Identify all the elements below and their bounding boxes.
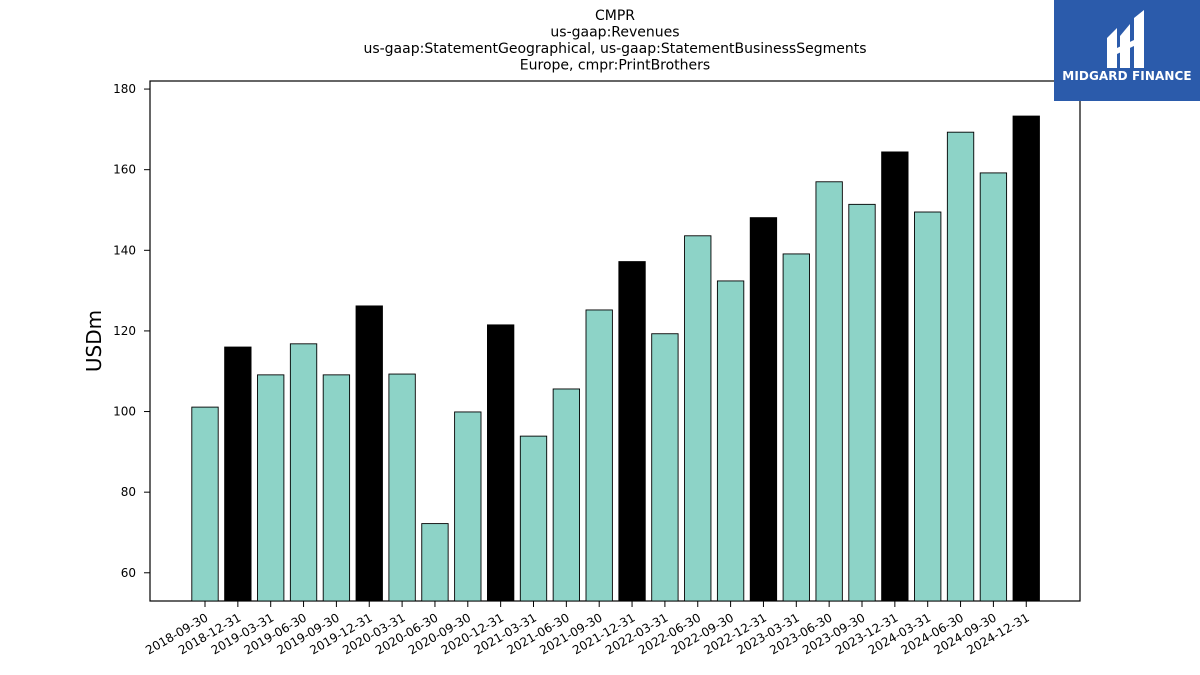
bar xyxy=(519,435,548,602)
chart-title-line: us-gaap:StatementGeographical, us-gaap:S… xyxy=(363,41,866,57)
y-tick-label: 100 xyxy=(113,405,136,419)
bar xyxy=(946,131,975,602)
bar xyxy=(552,388,581,602)
bar xyxy=(289,343,318,602)
bars xyxy=(191,115,1040,602)
brand-name: MIDGARD FINANCE xyxy=(1062,69,1192,83)
bar xyxy=(979,172,1008,602)
y-axis-ticks: 60 80 100 120 140 160 180 xyxy=(113,82,150,580)
bar xyxy=(684,235,712,602)
brand-logo: MIDGARD FINANCE xyxy=(1054,0,1200,101)
y-tick-label: 80 xyxy=(121,485,136,499)
bar xyxy=(881,151,909,602)
bar xyxy=(487,324,515,602)
chart-title-line: CMPR xyxy=(595,8,635,24)
y-tick-label: 160 xyxy=(113,163,136,177)
bar xyxy=(914,211,942,602)
bar xyxy=(716,280,745,602)
midgard-finance-logo-icon xyxy=(1107,10,1144,68)
chart-title: CMPRus-gaap:Revenuesus-gaap:StatementGeo… xyxy=(363,8,866,74)
y-tick-label: 120 xyxy=(113,324,136,338)
y-tick-label: 60 xyxy=(121,566,136,580)
bar xyxy=(585,309,613,602)
bar xyxy=(388,373,416,602)
y-tick-label: 180 xyxy=(113,82,136,96)
chart-title-line: us-gaap:Revenues xyxy=(550,25,679,41)
bar xyxy=(421,523,449,602)
bar xyxy=(257,374,285,602)
chart-title-line: Europe, cmpr:PrintBrothers xyxy=(520,58,710,74)
bar xyxy=(454,411,482,602)
bar xyxy=(782,253,810,602)
bar xyxy=(618,261,646,602)
y-axis-label: USDm xyxy=(82,310,106,372)
bar xyxy=(749,217,778,602)
bar xyxy=(651,333,679,602)
bar xyxy=(848,203,876,602)
bar xyxy=(322,374,351,602)
y-tick-label: 140 xyxy=(113,243,136,257)
bar xyxy=(355,305,383,602)
bar xyxy=(815,181,843,602)
plot-area xyxy=(149,80,1081,602)
x-axis-ticks: 2018-09-302018-12-312019-03-312019-06-30… xyxy=(143,601,1032,657)
bar xyxy=(191,406,219,602)
bar xyxy=(1012,115,1040,602)
bar xyxy=(224,346,252,602)
